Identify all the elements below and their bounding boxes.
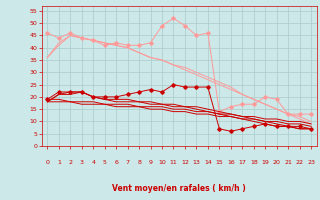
- X-axis label: Vent moyen/en rafales ( km/h ): Vent moyen/en rafales ( km/h ): [112, 184, 246, 193]
